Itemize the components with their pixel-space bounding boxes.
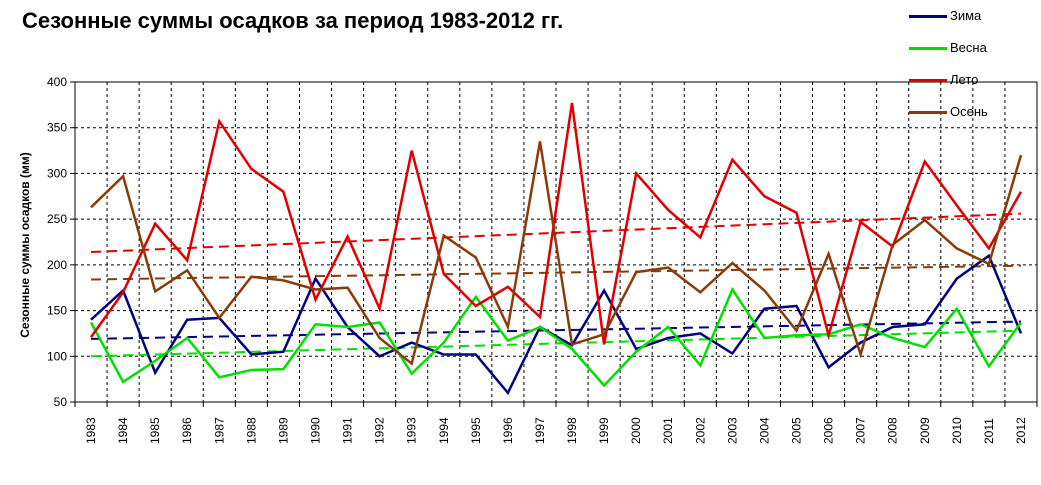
x-tick-label: 2010 (950, 417, 964, 444)
legend-item-spring: Весна (905, 36, 1035, 68)
legend-swatch-spring (909, 47, 947, 50)
x-tick-label: 1987 (212, 417, 226, 444)
x-tick-label: 2007 (854, 417, 868, 444)
x-tick-label: 1990 (309, 417, 323, 444)
x-tick-label: 2011 (982, 418, 996, 444)
legend-label-autumn: Осень (950, 104, 988, 119)
x-tick-label: 1996 (501, 417, 515, 444)
x-tick-label: 1998 (565, 417, 579, 444)
x-tick-label: 2000 (629, 417, 643, 444)
x-tick-label: 2004 (757, 417, 771, 444)
plot-frame (74, 81, 1038, 403)
y-tick-label: 400 (47, 75, 67, 89)
x-tick-label: 2005 (790, 417, 804, 444)
y-tick-label: 250 (47, 212, 67, 226)
x-tick-label: 1985 (148, 417, 162, 444)
x-tick-label: 2006 (822, 417, 836, 444)
chart-title: Сезонные суммы осадков за период 1983-20… (22, 8, 564, 33)
x-tick-label: 1997 (533, 417, 547, 444)
x-tick-label: 1989 (276, 417, 290, 444)
series-line-1 (89, 286, 1023, 388)
x-tick-label: 2012 (1014, 417, 1028, 444)
x-tick-label: 2003 (725, 417, 739, 444)
x-tick-label: 1986 (180, 417, 194, 444)
x-tick-label: 2002 (693, 417, 707, 444)
y-tick-label: 150 (47, 304, 67, 318)
x-tick-label: 1988 (244, 417, 258, 444)
legend-item-autumn: Осень (905, 100, 1035, 132)
legend-swatch-summer (909, 79, 947, 82)
x-tick-label: 1995 (469, 417, 483, 444)
chart-legend: Зима Весна Лето Осень (905, 4, 1035, 132)
legend-label-winter: Зима (950, 8, 982, 23)
y-tick-label: 300 (47, 166, 67, 180)
x-tick-label: 1991 (341, 417, 355, 444)
x-tick-label: 1983 (84, 417, 98, 444)
y-tick-label: 350 (47, 121, 67, 135)
legend-label-summer: Лето (950, 72, 979, 87)
trend-line-0 (91, 320, 1021, 340)
series-line-2 (89, 102, 1023, 345)
legend-item-summer: Лето (905, 68, 1035, 100)
x-tick-label: 1999 (597, 417, 611, 444)
x-tick-label: 2009 (918, 417, 932, 444)
x-tick-label: 1993 (405, 417, 419, 444)
x-tick-label: 1994 (437, 417, 451, 444)
y-tick-label: 50 (54, 395, 68, 409)
legend-swatch-autumn (909, 111, 947, 114)
x-tick-label: 2008 (886, 417, 900, 444)
legend-label-spring: Весна (950, 40, 987, 55)
trend-line-3 (91, 264, 1021, 281)
x-tick-label: 2001 (661, 417, 675, 444)
x-tick-label: 1992 (373, 417, 387, 444)
legend-swatch-winter (909, 15, 947, 18)
series-line-3 (90, 141, 1023, 366)
x-tick-label: 1984 (116, 417, 130, 444)
y-tick-label: 100 (47, 349, 67, 363)
y-tick-label: 200 (47, 258, 67, 272)
legend-item-winter: Зима (905, 4, 1035, 36)
trend-line-2 (90, 212, 1022, 254)
